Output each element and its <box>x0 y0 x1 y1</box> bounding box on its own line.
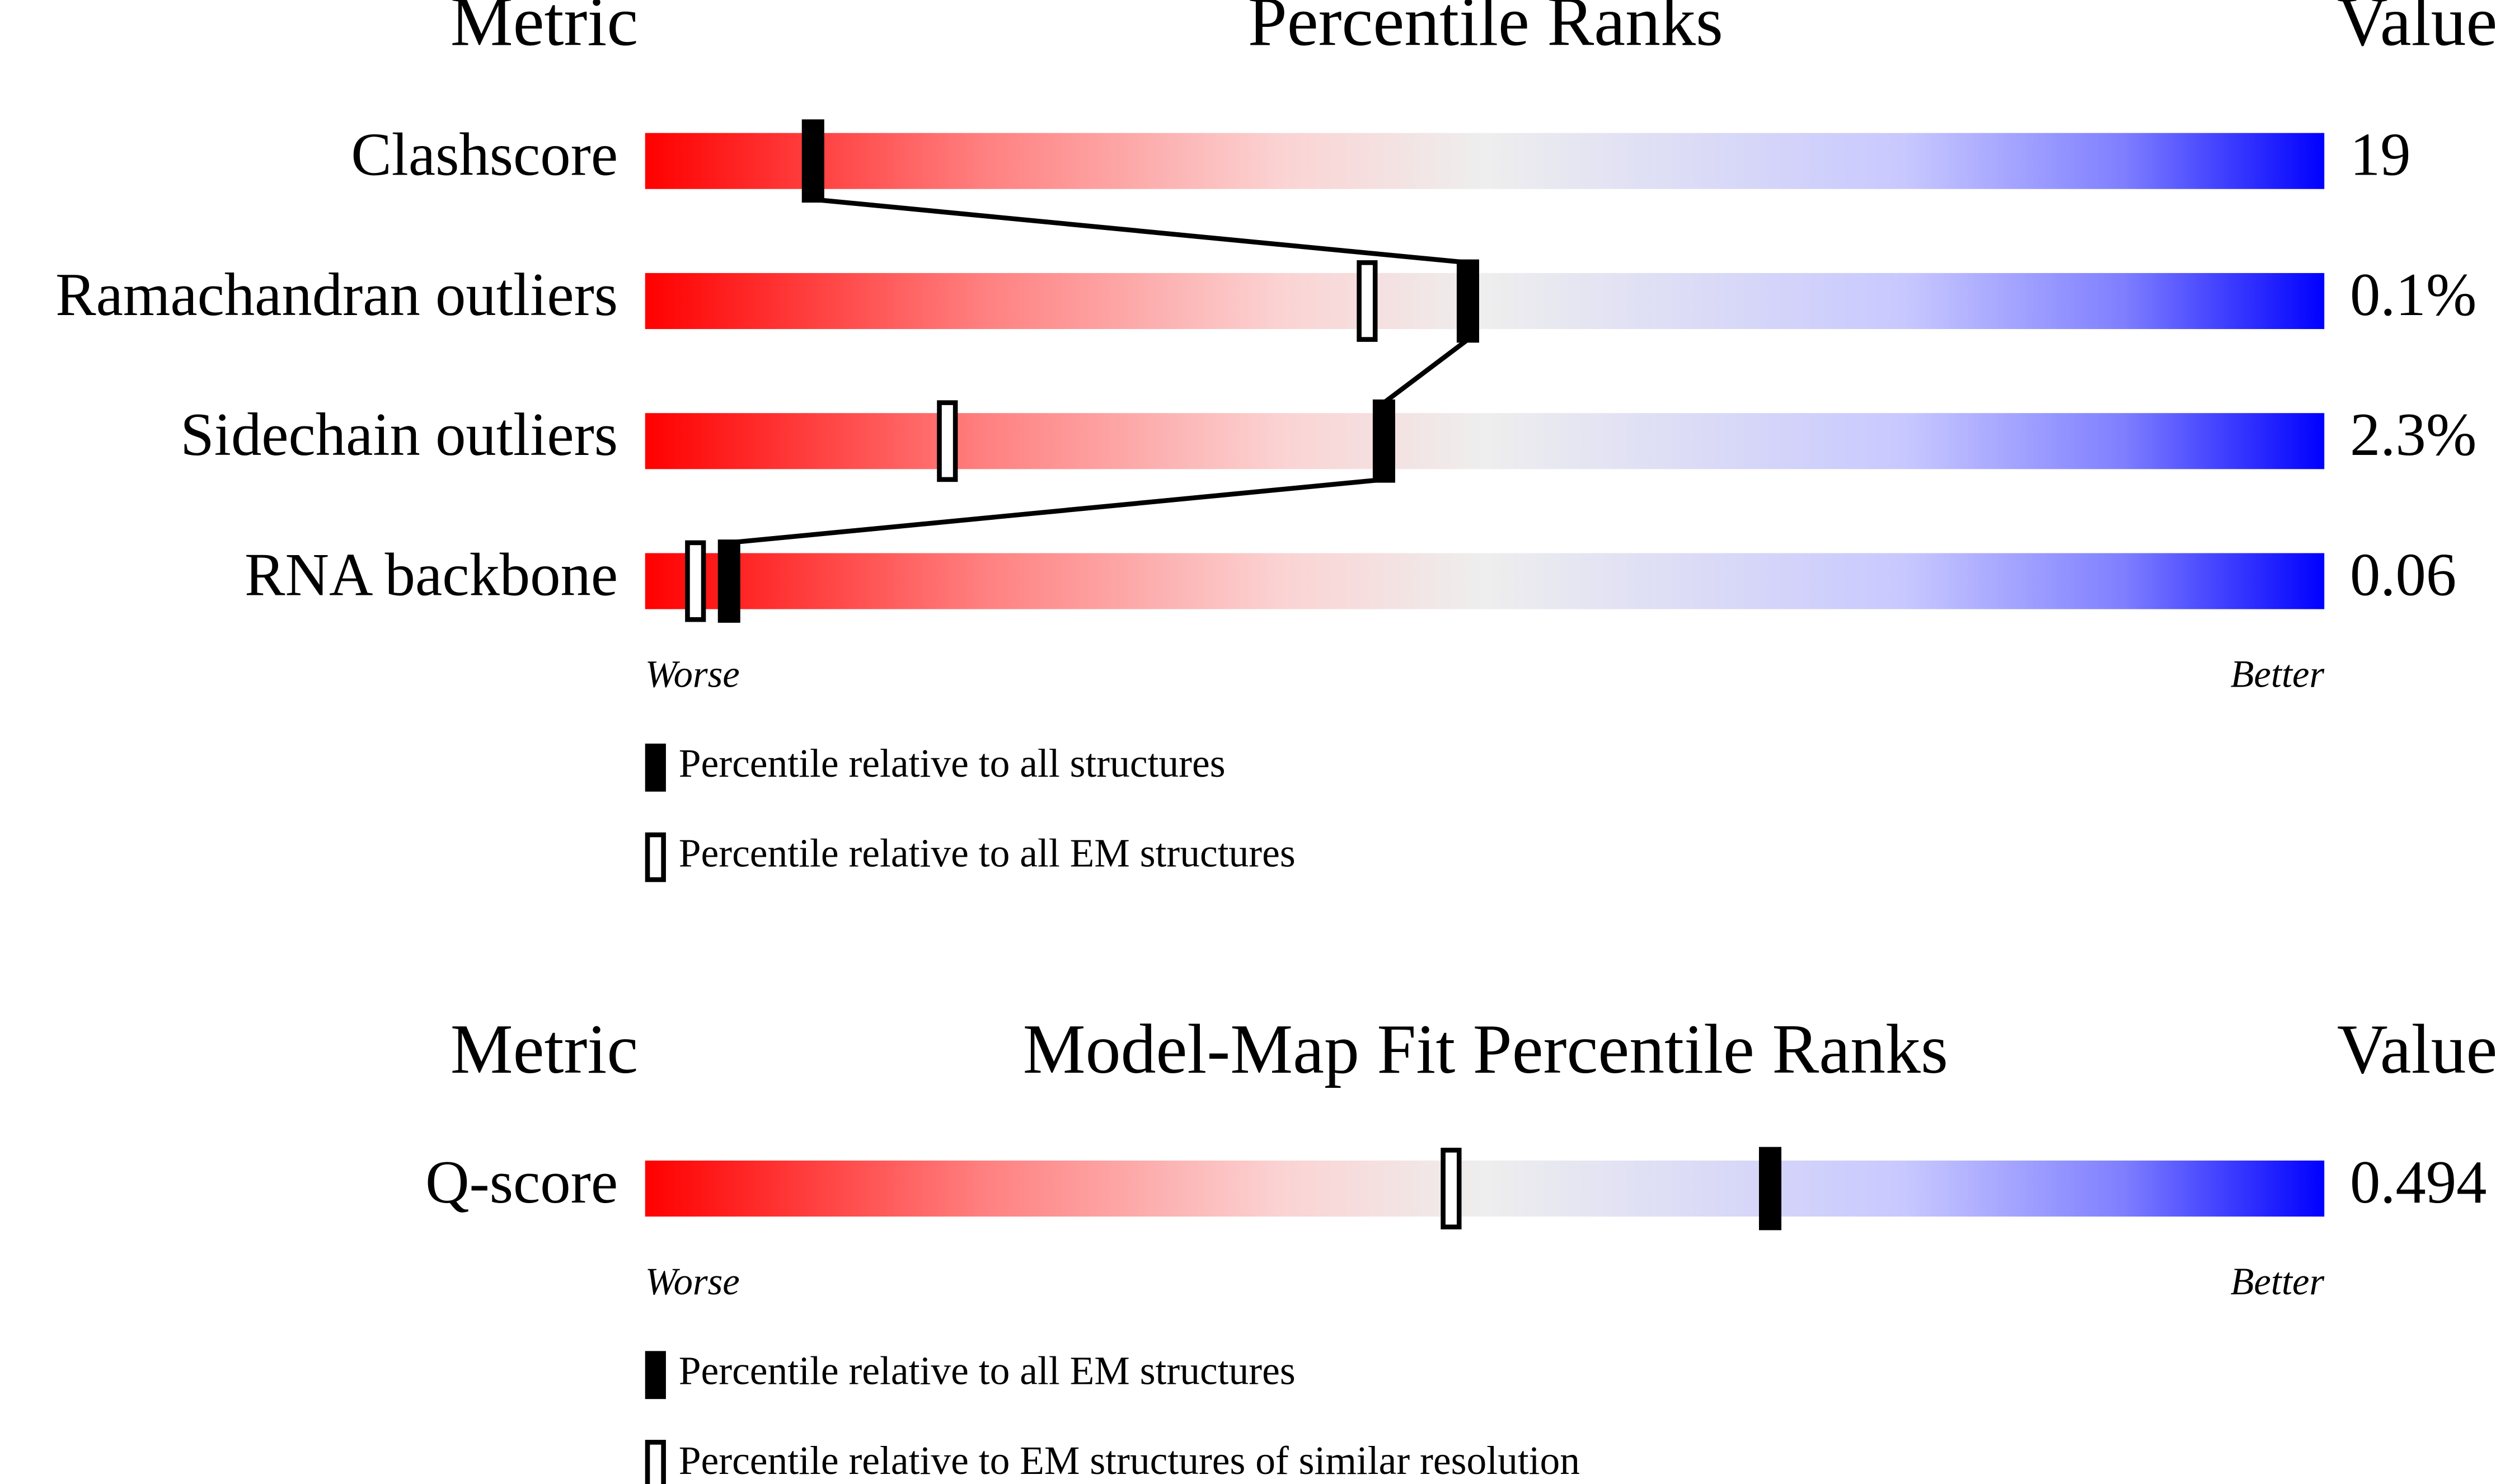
percentile-bar <box>645 133 2325 189</box>
percentile-bar <box>645 553 2325 609</box>
metric-label: RNA backbone <box>245 541 618 608</box>
metric-label: Sidechain outliers <box>180 401 618 468</box>
metric-value: 0.06 <box>2350 541 2456 608</box>
open-marker <box>1441 1148 1462 1229</box>
filled-marker <box>1759 1147 1782 1231</box>
better-label: Better <box>2231 1260 2325 1303</box>
legend-filled-swatch <box>645 1351 666 1400</box>
metric-header: Metric <box>451 0 638 61</box>
metric-label: Clashscore <box>351 121 618 189</box>
filled-marker <box>717 539 740 623</box>
percentile-bar <box>645 1160 2325 1217</box>
filled-marker <box>801 119 824 203</box>
chart-title: Percentile Ranks <box>1248 0 1723 61</box>
percentile-bar <box>645 413 2325 469</box>
worse-label: Worse <box>645 652 740 695</box>
legend-filled-swatch <box>645 743 666 792</box>
open-marker <box>1357 260 1378 342</box>
metric-label: Ramachandran outliers <box>55 261 618 328</box>
legend-open-swatch <box>645 832 666 882</box>
legend-label: Percentile relative to all EM structures <box>679 1349 1296 1393</box>
filled-marker <box>1456 259 1479 343</box>
value-header: Value <box>2337 1011 2498 1088</box>
legend-open-swatch <box>645 1440 666 1484</box>
metric-label: Q-score <box>425 1148 618 1216</box>
open-marker <box>685 540 706 622</box>
filled-marker <box>1372 399 1395 483</box>
metric-value: 2.3% <box>2350 401 2476 468</box>
chart-title: Model-Map Fit Percentile Ranks <box>1023 1011 1948 1088</box>
metric-value: 19 <box>2350 121 2411 189</box>
percentile-bar <box>645 273 2325 330</box>
value-header: Value <box>2337 0 2498 61</box>
better-label: Better <box>2231 652 2325 695</box>
legend-label: Percentile relative to EM structures of … <box>679 1439 1580 1483</box>
metric-value: 0.1% <box>2350 261 2476 328</box>
worse-label: Worse <box>645 1260 740 1303</box>
metric-header: Metric <box>451 1011 638 1088</box>
legend-label: Percentile relative to all structures <box>679 741 1226 786</box>
open-marker <box>937 400 958 482</box>
metric-value: 0.494 <box>2350 1148 2487 1216</box>
legend-label: Percentile relative to all EM structures <box>679 831 1296 875</box>
